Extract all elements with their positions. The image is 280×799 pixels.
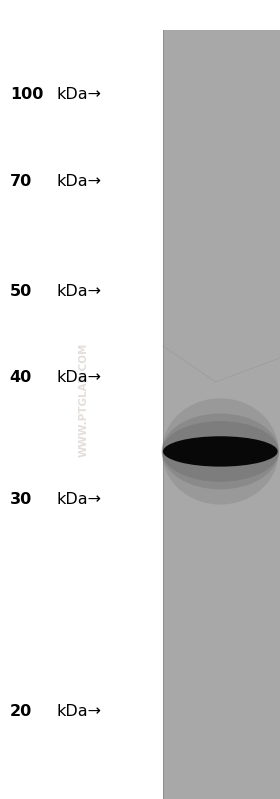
- Text: kDa→: kDa→: [56, 174, 101, 189]
- Text: 40: 40: [10, 371, 32, 385]
- Ellipse shape: [162, 421, 279, 482]
- Text: 30: 30: [10, 492, 32, 507]
- Text: 100: 100: [10, 87, 43, 101]
- Ellipse shape: [163, 436, 278, 467]
- Text: 70: 70: [10, 174, 32, 189]
- Ellipse shape: [162, 414, 279, 489]
- Bar: [163, 0, 280, 30]
- Text: WWW.PTGLAB.COM: WWW.PTGLAB.COM: [79, 342, 89, 457]
- Text: kDa→: kDa→: [56, 87, 101, 101]
- Text: kDa→: kDa→: [56, 492, 101, 507]
- Ellipse shape: [162, 398, 279, 505]
- Bar: [163, 0, 280, 799]
- Text: kDa→: kDa→: [56, 284, 101, 299]
- Text: 50: 50: [10, 284, 32, 299]
- Text: 20: 20: [10, 704, 32, 718]
- Text: kDa→: kDa→: [56, 704, 101, 718]
- Text: kDa→: kDa→: [56, 371, 101, 385]
